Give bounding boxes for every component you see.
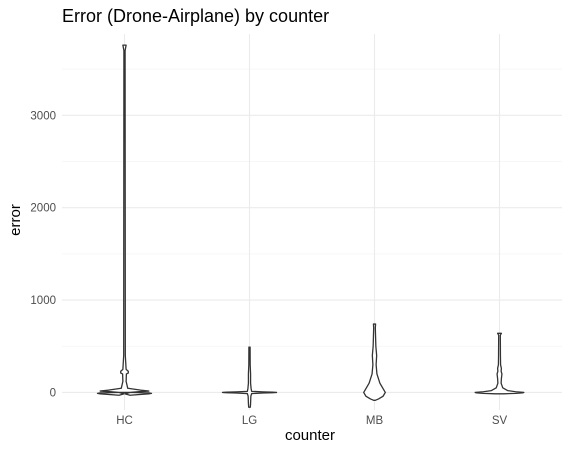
y-tick-labels: 0 1000 2000 3000: [30, 110, 56, 399]
violin-sv: [475, 333, 524, 394]
x-tick-label: HC: [116, 415, 133, 427]
y-tick-label: 3000: [30, 110, 56, 122]
y-axis-title: error: [7, 204, 24, 236]
violin-lg: [223, 347, 277, 407]
violin-mb: [364, 324, 386, 400]
chart-title: Error (Drone-Airplane) by counter: [62, 6, 329, 26]
violins: [98, 45, 524, 407]
y-tick-label: 2000: [30, 203, 56, 215]
violin-hc: [98, 45, 152, 395]
y-tick-label: 1000: [30, 295, 56, 307]
y-tick-label: 0: [50, 387, 56, 399]
grid-lines: [62, 34, 562, 410]
x-tick-label: MB: [366, 415, 384, 427]
x-axis-title: counter: [285, 427, 335, 444]
x-tick-label: SV: [492, 415, 508, 427]
x-tick-label: LG: [242, 415, 257, 427]
x-tick-labels: HC LG MB SV: [116, 415, 507, 427]
